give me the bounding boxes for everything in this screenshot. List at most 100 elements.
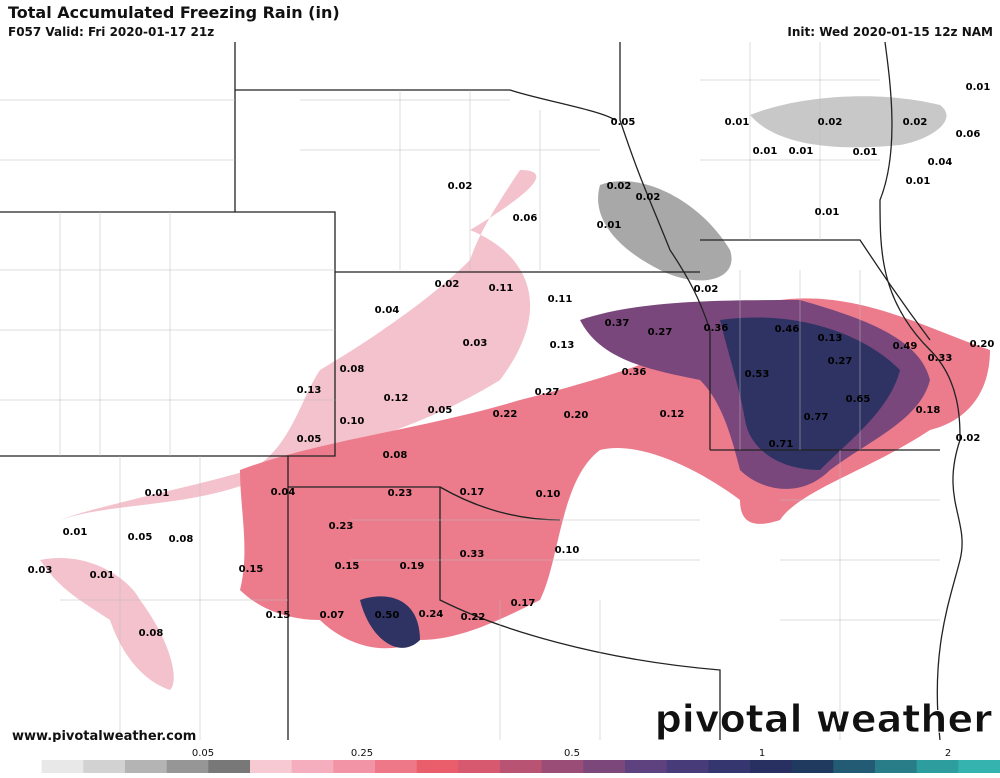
map-label: 0.65: [846, 394, 871, 405]
county-grid: [0, 42, 940, 740]
map-label: 0.02: [956, 433, 981, 444]
map-label: 0.23: [329, 521, 354, 532]
map-label: 0.01: [145, 488, 170, 499]
header-bg: [0, 0, 1000, 42]
map-label: 0.33: [460, 549, 485, 560]
map-label: 0.15: [266, 610, 291, 621]
map-label: 0.18: [916, 405, 941, 416]
colorbar-tick-label: 0.5: [564, 748, 580, 759]
colorbar: 0.05 0.25 0.5 1 2: [0, 748, 1000, 773]
colorbar-swatch: [208, 760, 251, 773]
map-label: 0.06: [956, 129, 981, 140]
colorbar-swatch: [666, 760, 709, 773]
map-label: 0.50: [375, 610, 400, 621]
map-label: 0.10: [340, 416, 365, 427]
map-label: 0.03: [28, 565, 53, 576]
map-label: 0.01: [966, 82, 991, 93]
valid-time: F057 Valid: Fri 2020-01-17 21z: [8, 25, 214, 39]
colorbar-swatch: [125, 760, 168, 773]
map-label: 0.13: [550, 340, 575, 351]
map-label: 0.08: [169, 534, 194, 545]
colorbar-swatch: [583, 760, 626, 773]
map-label: 0.36: [622, 367, 647, 378]
map-label: 0.02: [435, 279, 460, 290]
map-label: 0.05: [428, 405, 453, 416]
colorbar-tick-label: 1: [759, 748, 765, 759]
map-label: 0.49: [893, 341, 918, 352]
shading: [40, 96, 990, 690]
map-label: 0.02: [636, 192, 661, 203]
map-label: 0.01: [906, 176, 931, 187]
map-label: 0.27: [648, 327, 673, 338]
colorbar-swatch: [0, 760, 43, 773]
map-label: 0.01: [63, 527, 88, 538]
map-label: 0.20: [970, 339, 995, 350]
map-label: 0.36: [704, 323, 729, 334]
state-borders: [0, 41, 963, 741]
map-label: 0.46: [775, 324, 800, 335]
colorbar-swatch: [708, 760, 751, 773]
map-label: 0.05: [128, 532, 153, 543]
colorbar-swatch: [166, 760, 209, 773]
title: Total Accumulated Freezing Rain (in): [8, 3, 340, 22]
map-label: 0.01: [597, 220, 622, 231]
init-time: Init: Wed 2020-01-15 12z NAM: [787, 25, 993, 39]
map-label: 0.07: [320, 610, 345, 621]
colorbar-swatch: [875, 760, 918, 773]
colorbar-swatch: [500, 760, 543, 773]
map-label: 0.02: [607, 181, 632, 192]
map-label: 0.23: [388, 488, 413, 499]
colorbar-swatch: [291, 760, 334, 773]
colorbar-swatch: [416, 760, 459, 773]
map-label: 0.01: [789, 146, 814, 157]
colorbar-swatch: [625, 760, 668, 773]
map-label: 0.01: [815, 207, 840, 218]
map-label: 0.11: [548, 294, 573, 305]
colorbar-swatch: [916, 760, 959, 773]
watermark: pivotal weather: [655, 697, 993, 741]
map-label: 0.33: [928, 353, 953, 364]
map-label: 0.71: [769, 439, 794, 450]
map-label: 0.13: [297, 385, 322, 396]
colorbar-swatch: [458, 760, 501, 773]
map-label: 0.02: [694, 284, 719, 295]
map-label: 0.27: [828, 356, 853, 367]
map-label: 0.06: [513, 213, 538, 224]
map-label: 0.04: [271, 487, 296, 498]
map-label: 0.11: [489, 283, 514, 294]
colorbar-swatch: [41, 760, 84, 773]
colorbar-swatch: [833, 760, 876, 773]
map-label: 0.12: [660, 409, 685, 420]
map-label: 0.05: [297, 434, 322, 445]
map-labels: 0.01 0.05 0.01 0.02 0.02 0.06 0.01 0.01 0.01 0.04…: [28, 82, 995, 639]
colorbar-tick-label: 2: [945, 748, 951, 759]
map-label: 0.08: [383, 450, 408, 461]
colorbar-swatch: [83, 760, 126, 773]
colorbar-swatch: [750, 760, 793, 773]
map-label: 0.01: [725, 117, 750, 128]
map-label: 0.37: [605, 318, 630, 329]
map-label: 0.27: [535, 387, 560, 398]
colorbar-swatch: [375, 760, 418, 773]
colorbar-swatch: [958, 760, 1000, 773]
map-label: 0.10: [555, 545, 580, 556]
map-label: 0.10: [536, 489, 561, 500]
map-label: 0.20: [564, 410, 589, 421]
url: www.pivotalweather.com: [12, 729, 196, 744]
map-label: 0.15: [239, 564, 264, 575]
colorbar-swatch: [333, 760, 376, 773]
map-label: 0.01: [90, 570, 115, 581]
map-label: 0.12: [384, 393, 409, 404]
map-label: 0.04: [375, 305, 400, 316]
map-label: 0.02: [903, 117, 928, 128]
colorbar-swatch: [541, 760, 584, 773]
map-label: 0.22: [493, 409, 518, 420]
map-label: 0.15: [335, 561, 360, 572]
map-label: 0.53: [745, 369, 770, 380]
map-label: 0.08: [139, 628, 164, 639]
map-label: 0.05: [611, 117, 636, 128]
map-label: 0.01: [753, 146, 778, 157]
map-label: 0.03: [463, 338, 488, 349]
